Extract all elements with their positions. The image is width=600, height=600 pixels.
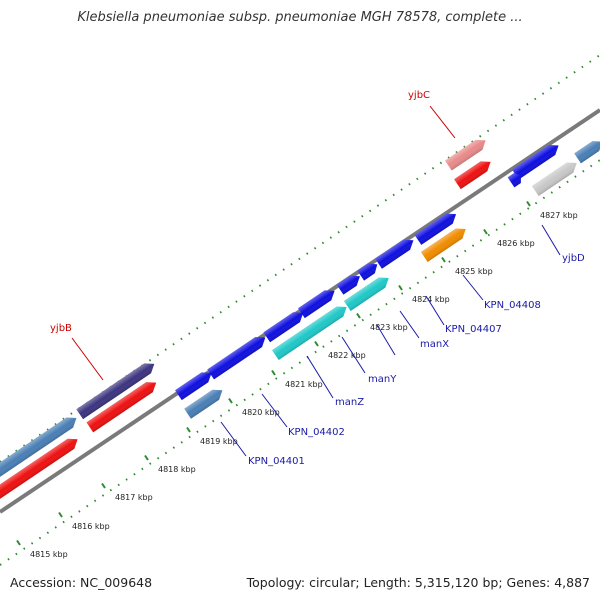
scale-tick-label: 4818 kbp (158, 465, 196, 474)
gene-arrow-yjbB[interactable] (86, 378, 159, 433)
gene-features[interactable] (0, 135, 600, 506)
gene-arrow-yjbC-rna[interactable] (444, 135, 489, 171)
gene-label-kpn-04407[interactable]: KPN_04407 (445, 324, 502, 335)
scale-tick-label: 4821 kbp (285, 380, 323, 389)
gene-arrow-manY-manZ[interactable] (271, 302, 350, 361)
gene-arrow-yjbC[interactable] (454, 157, 494, 190)
scale-tick-label: 4825 kbp (455, 267, 493, 276)
gene-arrow-KPN-04407[interactable] (420, 224, 469, 262)
gene-label-many[interactable]: manY (368, 374, 397, 385)
scale-tick-label: 4819 kbp (200, 437, 238, 446)
label-leader-line (425, 295, 445, 326)
scale-tick-mark (441, 256, 446, 263)
map-title: Klebsiella pneumoniae subsp. pneumoniae … (77, 10, 523, 25)
scale-tick-mark (356, 312, 361, 319)
scale-tick-label: 4823 kbp (370, 323, 408, 332)
label-leader-line (376, 324, 396, 356)
label-leader-line (462, 274, 484, 301)
label-leader-line (341, 336, 366, 374)
gene-label-yjbc[interactable]: yjbC (408, 90, 430, 101)
label-leader-line (71, 337, 104, 381)
gene-label-manz[interactable]: manZ (335, 397, 364, 408)
scale-tick-mark (483, 228, 488, 235)
label-leader-line (429, 105, 456, 139)
gene-arrow-manX[interactable] (343, 273, 392, 311)
scale-tick-mark (101, 482, 106, 489)
gene-label-kpn-04401[interactable]: KPN_04401 (248, 456, 305, 467)
label-leader-line (220, 421, 247, 457)
gene-labels: yjbC yjbB yjbD KPN_04408 KPN_04407 manX manY ma… (50, 90, 585, 467)
gene-arrow-8[interactable] (298, 286, 338, 319)
gene-arrow-KPN-04408[interactable] (414, 209, 460, 245)
scale-tick-mark (186, 426, 191, 433)
scale-tick-mark (314, 340, 319, 347)
accession-text: Accession: NC_009648 (10, 575, 153, 590)
gene-arrow-12[interactable] (0, 434, 81, 506)
scale-tick-mark (526, 200, 531, 207)
scale-tick-mark (144, 454, 149, 461)
gene-label-yjbd[interactable]: yjbD (562, 253, 585, 264)
label-leader-line (399, 310, 420, 339)
gene-arrow-5[interactable] (375, 235, 417, 269)
gene-label-yjbb[interactable]: yjbB (50, 323, 72, 334)
scale-tick-label: 4820 kbp (242, 408, 280, 417)
gene-arrow-2[interactable] (574, 137, 600, 164)
scale-tick-mark (58, 511, 63, 518)
gene-label-manx[interactable]: manX (420, 339, 449, 350)
scale-tick-mark (16, 539, 21, 546)
genome-summary-text: Topology: circular; Length: 5,315,120 bp… (246, 575, 590, 590)
scale-tick-mark (271, 369, 276, 376)
gene-arrow-yjbB-small[interactable] (76, 359, 157, 420)
gene-arrow-1[interactable] (512, 140, 562, 180)
label-leader-line (306, 355, 334, 399)
gene-arrow-KPN-04401[interactable] (184, 385, 226, 419)
scale-tick-mark (398, 284, 403, 291)
gene-label-kpn-04408[interactable]: KPN_04408 (484, 300, 541, 311)
gene-label-kpn-04402[interactable]: KPN_04402 (288, 427, 345, 438)
gene-arrow-manZ[interactable] (207, 333, 268, 380)
gene-arrow-10[interactable] (175, 368, 215, 401)
gene-arrow-6[interactable] (357, 259, 380, 281)
gene-arrow-11[interactable] (0, 413, 80, 479)
scale-tick-label: 4827 kbp (540, 211, 578, 220)
scale-tick-mark (228, 397, 233, 404)
scale-ticks: 4815 kbp 4816 kbp 4817 kbp 4818 kbp 4819 kbp… (16, 200, 578, 559)
scale-tick-label: 4817 kbp (115, 493, 153, 502)
gene-arrow-7[interactable] (336, 271, 364, 295)
lower-dotted-guide (0, 159, 600, 566)
scale-tick-label: 4822 kbp (328, 351, 366, 360)
scale-tick-label: 4816 kbp (72, 522, 110, 531)
gene-arrow-3[interactable] (507, 171, 525, 188)
scale-tick-label: 4826 kbp (497, 239, 535, 248)
scale-tick-label: 4824 kbp (412, 295, 450, 304)
gene-arrow-9[interactable] (263, 308, 306, 343)
label-leader-line (541, 224, 561, 256)
label-leader-line (261, 393, 288, 428)
scale-tick-label: 4815 kbp (30, 550, 68, 559)
gene-arrow-4[interactable] (531, 158, 580, 196)
